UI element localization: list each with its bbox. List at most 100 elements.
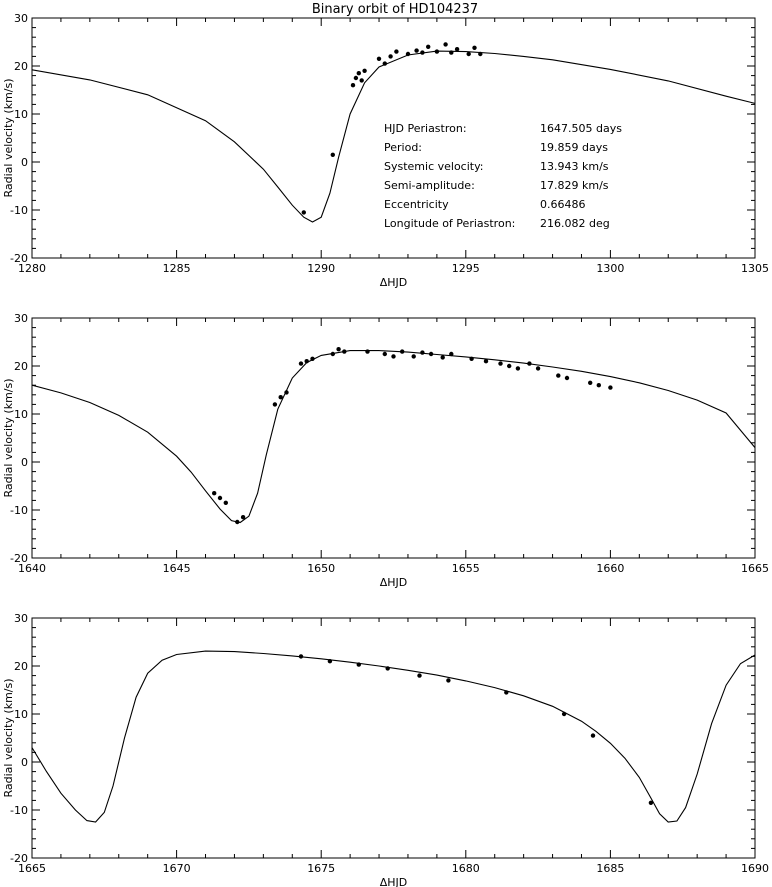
- x-tick-label: 1680: [452, 862, 480, 875]
- measurement-point: [420, 50, 425, 55]
- y-tick-label: 20: [14, 360, 28, 373]
- measurement-point: [304, 359, 309, 364]
- measurement-point: [434, 49, 440, 54]
- measurement-point: [449, 50, 454, 55]
- x-axis-label: ΔHJD: [380, 276, 408, 289]
- measurement-point: [350, 83, 356, 88]
- measurement-point: [648, 800, 654, 805]
- y-tick-label: 10: [14, 108, 28, 121]
- orbit-param-value: 17.829 km/s: [540, 179, 609, 192]
- y-tick-label: 30: [14, 612, 28, 625]
- measurement-point: [353, 75, 359, 81]
- x-tick-label: 1640: [18, 562, 46, 575]
- measurement-point: [217, 495, 223, 501]
- x-tick-label: 1670: [163, 862, 191, 875]
- orbit-param-value: 13.943 km/s: [540, 160, 609, 173]
- measurement-point: [382, 61, 387, 66]
- x-tick-label: 1300: [596, 262, 624, 275]
- y-tick-label: -20: [10, 252, 28, 265]
- measurement-point: [446, 678, 451, 683]
- measurement-point: [394, 49, 399, 54]
- x-tick-label: 1665: [18, 862, 46, 875]
- x-tick-label: 1675: [307, 862, 335, 875]
- measurement-point: [588, 380, 593, 385]
- measurement-point: [535, 366, 541, 371]
- measurement-point: [212, 491, 217, 496]
- measurement-point: [466, 51, 471, 57]
- measurement-point: [382, 351, 387, 357]
- orbit-model-curve: [32, 650, 755, 823]
- y-tick-label: -10: [10, 804, 28, 817]
- measurement-point: [556, 373, 561, 378]
- x-tick-label: 1665: [741, 562, 769, 575]
- y-axis-label: Radial velocity (km/s): [2, 678, 15, 797]
- x-tick-label: 1285: [163, 262, 191, 275]
- orbit-param-label: HJD Periastron:: [384, 122, 467, 135]
- measurement-point: [504, 690, 509, 695]
- measurement-point: [310, 356, 315, 361]
- plot-data-area: [32, 347, 755, 525]
- measurement-point: [426, 44, 431, 49]
- measurement-point: [240, 515, 246, 520]
- orbit-param-label: Longitude of Periastron:: [384, 217, 515, 230]
- orbit-param-value: 1647.505 days: [540, 122, 622, 135]
- measurement-point: [235, 519, 240, 525]
- measurement-point: [478, 51, 483, 57]
- x-tick-label: 1295: [452, 262, 480, 275]
- orbit-param-value: 19.859 days: [540, 141, 608, 154]
- y-tick-label: 20: [14, 60, 28, 73]
- measurement-point: [391, 354, 396, 359]
- measurement-point: [356, 662, 361, 667]
- measurement-point: [507, 363, 512, 369]
- plot-data-area: [32, 42, 755, 223]
- measurement-point: [454, 47, 460, 52]
- measurement-point: [420, 350, 425, 355]
- measurement-point: [469, 356, 474, 361]
- y-tick-label: 30: [14, 312, 28, 325]
- measurement-point: [515, 366, 521, 371]
- y-tick-label: 0: [21, 756, 28, 769]
- measurement-point: [596, 383, 601, 388]
- measurement-point: [278, 395, 283, 400]
- measurement-point: [359, 78, 364, 83]
- measurement-point: [498, 361, 503, 366]
- x-tick-label: 1685: [596, 862, 624, 875]
- y-tick-label: 10: [14, 408, 28, 421]
- plot-frame: [31, 317, 756, 559]
- measurement-point: [298, 654, 304, 659]
- measurement-point: [365, 349, 370, 354]
- x-tick-label: 1690: [741, 862, 769, 875]
- y-axis-label: Radial velocity (km/s): [2, 378, 15, 497]
- measurement-point: [388, 54, 393, 59]
- x-axis-label: ΔHJD: [380, 576, 408, 589]
- measurement-point: [327, 659, 333, 664]
- y-tick-label: 20: [14, 660, 28, 673]
- measurement-point: [411, 354, 416, 359]
- measurement-point: [400, 349, 405, 354]
- x-tick-label: 1655: [452, 562, 480, 575]
- measurement-point: [527, 361, 532, 366]
- measurement-point: [342, 349, 347, 354]
- y-tick-label: -10: [10, 204, 28, 217]
- x-tick-label: 1280: [18, 262, 46, 275]
- x-tick-label: 1305: [741, 262, 769, 275]
- measurement-point: [449, 351, 454, 357]
- measurement-point: [472, 45, 477, 50]
- y-tick-label: 0: [21, 156, 28, 169]
- measurement-point: [483, 359, 489, 364]
- y-axis-label: Radial velocity (km/s): [2, 78, 15, 197]
- y-tick-label: -20: [10, 552, 28, 565]
- measurement-point: [428, 351, 434, 357]
- orbit-param-label: Semi-amplitude:: [384, 179, 475, 192]
- x-tick-label: 1290: [307, 262, 335, 275]
- measurement-point: [356, 71, 361, 76]
- measurement-point: [417, 673, 422, 678]
- measurement-point: [414, 48, 419, 53]
- plot-frame: [31, 17, 756, 259]
- orbit-param-label: Eccentricity: [384, 198, 449, 211]
- y-tick-label: 0: [21, 456, 28, 469]
- chart-panel-1: 1280 1285 1290 1295 1300 1305 -20 -10 0 10 20 30 ΔHJ…: [2, 12, 769, 289]
- measurement-point: [272, 402, 278, 407]
- orbit-model-curve: [32, 50, 755, 223]
